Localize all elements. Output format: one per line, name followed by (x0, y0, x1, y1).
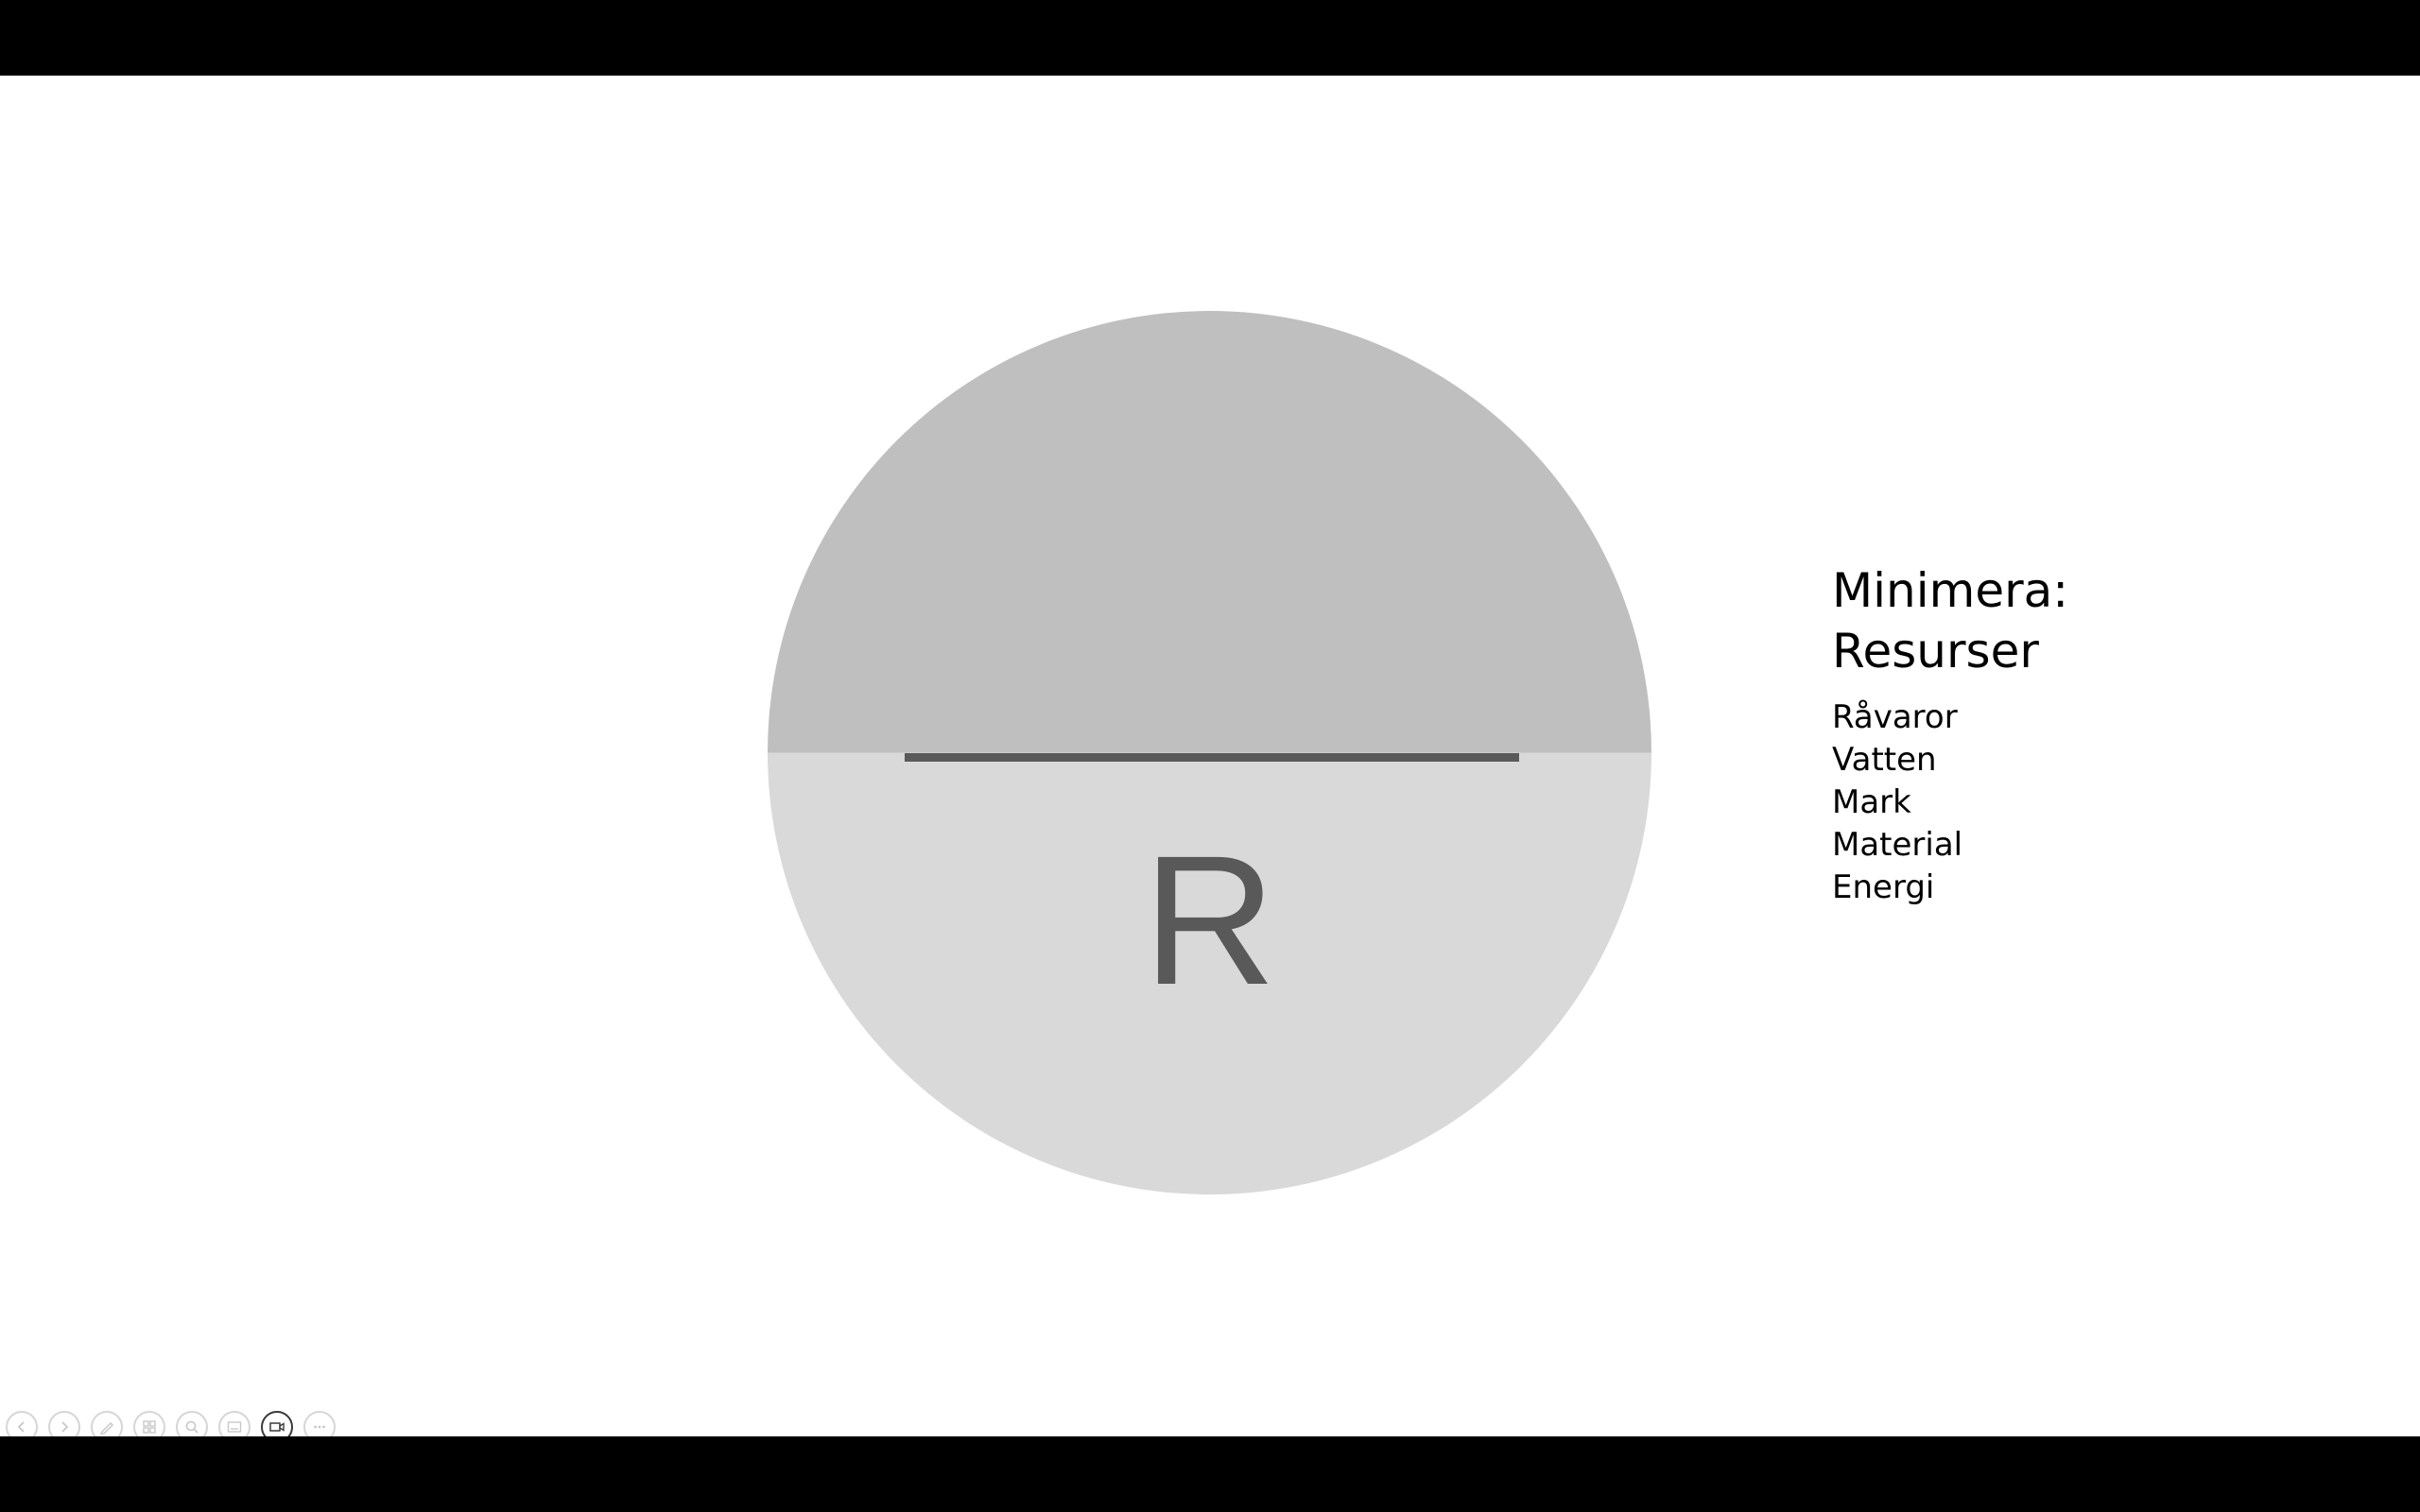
list-item: Mark (1832, 783, 1911, 821)
zoom-icon (185, 1420, 199, 1434)
divider-line (905, 753, 1519, 762)
circle-bottom-half (768, 752, 1651, 1194)
pen-button[interactable] (91, 1411, 123, 1436)
heading-line1: Minimera: (1832, 563, 2069, 618)
more-icon (314, 1425, 325, 1429)
presenter-controls (6, 1411, 336, 1436)
camera-icon (269, 1422, 285, 1432)
zoom-button[interactable] (176, 1411, 208, 1436)
previous-button[interactable] (6, 1411, 38, 1436)
slides-icon (143, 1420, 156, 1434)
slide: R Minimera: Resurser Råvaror Vatten Mark… (0, 76, 2420, 1436)
more-options-button[interactable] (303, 1411, 336, 1436)
next-button[interactable] (48, 1411, 80, 1436)
split-circle-diagram: R (768, 311, 1651, 1194)
previous-icon (17, 1421, 25, 1433)
circle-top-half (768, 311, 1651, 753)
camera-button[interactable] (261, 1411, 293, 1436)
list-item: Vatten (1832, 741, 1937, 779)
subtitles-button[interactable] (218, 1411, 251, 1436)
resource-list: Råvaror Vatten Mark Material Energi (1832, 696, 2068, 909)
heading: Minimera: Resurser (1832, 560, 2068, 681)
pen-icon (99, 1421, 114, 1435)
letterbox-top (0, 0, 2420, 76)
list-item: Råvaror (1832, 698, 1958, 736)
letterbox-bottom (0, 1436, 2420, 1512)
subtitles-icon (227, 1421, 242, 1433)
see-all-slides-button[interactable] (133, 1411, 165, 1436)
list-item: Energi (1832, 868, 1935, 906)
next-icon (61, 1421, 69, 1433)
circle-letter: R (1143, 817, 1276, 1023)
heading-line2: Resurser (1832, 624, 2039, 679)
circle-svg (768, 311, 1651, 1194)
text-block: Minimera: Resurser Råvaror Vatten Mark M… (1832, 560, 2068, 909)
list-item: Material (1832, 826, 1963, 864)
